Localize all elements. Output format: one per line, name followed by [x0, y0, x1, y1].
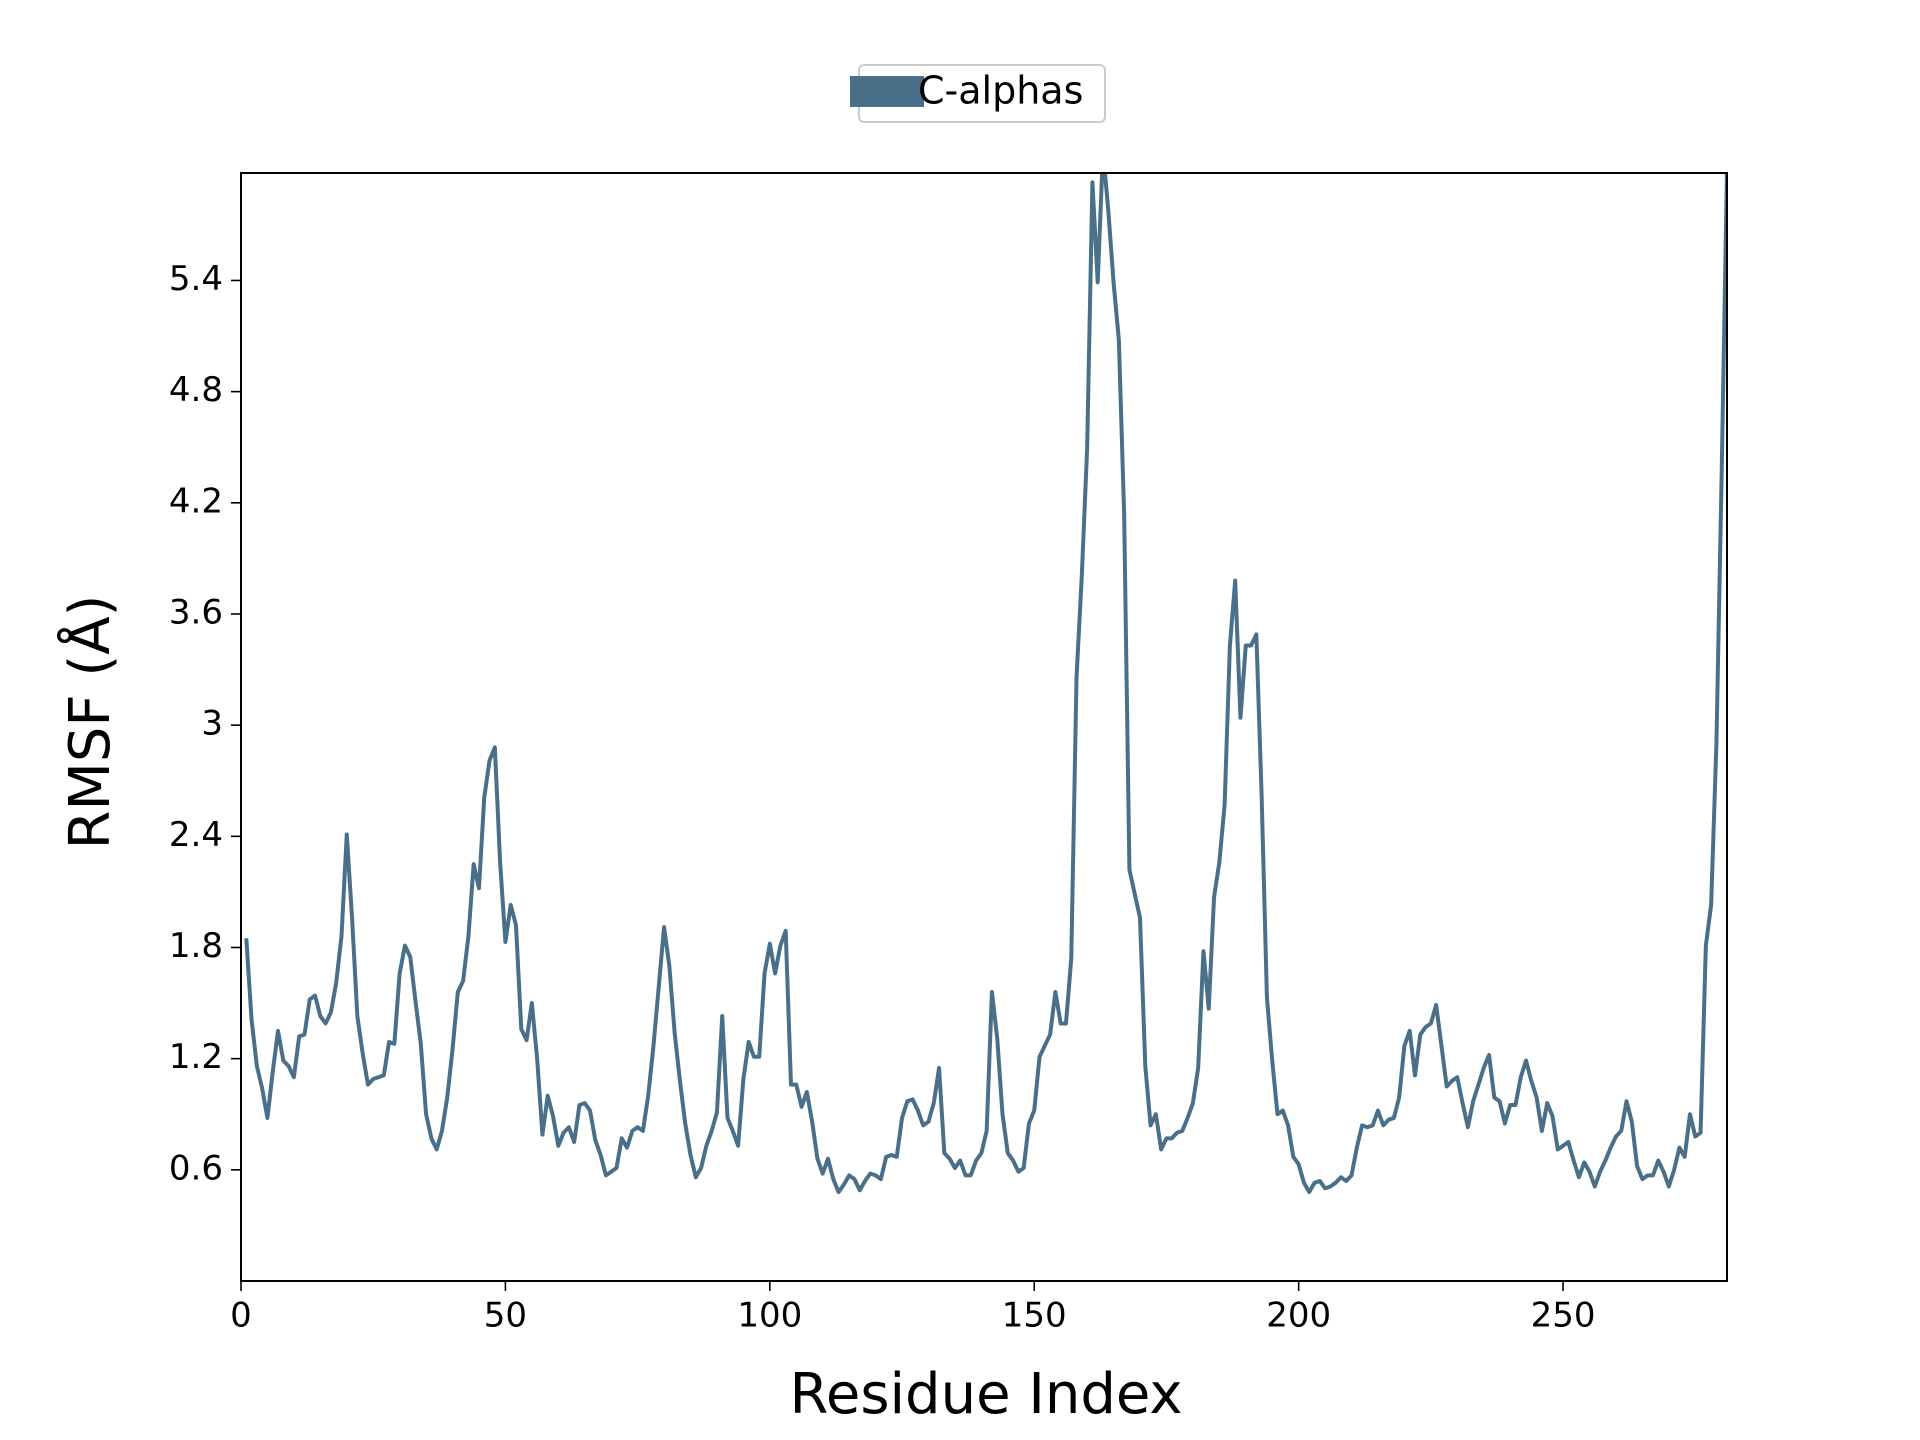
y-tick-label: 4.2 [169, 481, 223, 521]
plot-frame [240, 172, 1728, 1282]
legend: C-alphas [850, 64, 1106, 123]
x-tick-label: 250 [1531, 1296, 1596, 1336]
x-tick-label: 0 [230, 1296, 252, 1336]
x-tick-label: 150 [1002, 1296, 1067, 1336]
y-tick-label: 5.4 [169, 259, 223, 299]
legend-swatch [850, 76, 924, 107]
x-axis-label: Residue Index [789, 1362, 1182, 1427]
y-tick-label: 4.8 [169, 370, 223, 410]
y-tick-label: 0.6 [169, 1148, 223, 1188]
y-tick-label: 3 [201, 704, 223, 744]
y-tick-label: 2.4 [169, 815, 223, 855]
y-tick-label: 3.6 [169, 592, 223, 632]
y-axis-label: RMSF (Å) [57, 595, 123, 850]
plot-area [244, 173, 1727, 1195]
x-tick-label: 100 [737, 1296, 802, 1336]
y-tick-label: 1.2 [169, 1037, 223, 1077]
y-tick-label: 1.8 [169, 926, 223, 966]
data-line [244, 173, 1727, 1195]
x-tick-label: 50 [484, 1296, 527, 1336]
legend-label: C-alphas [918, 69, 1083, 113]
x-tick-label: 200 [1266, 1296, 1331, 1336]
